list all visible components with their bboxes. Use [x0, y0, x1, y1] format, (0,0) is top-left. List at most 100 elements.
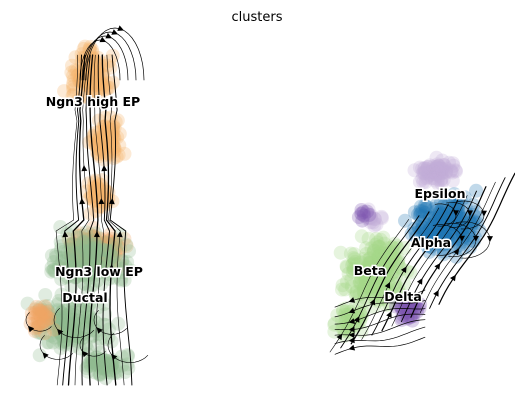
- cell-point: [56, 310, 71, 325]
- cell-point: [46, 335, 60, 350]
- cell-point: [418, 199, 433, 214]
- cell-point: [72, 226, 87, 241]
- cell-point: [350, 257, 365, 272]
- cell-point: [115, 253, 130, 268]
- cell-point: [369, 217, 384, 232]
- cell-point: [421, 166, 436, 181]
- cell-point: [335, 321, 350, 336]
- cell-point: [446, 215, 461, 230]
- cell-point: [405, 313, 420, 328]
- cell-point: [348, 286, 363, 300]
- cell-point: [89, 66, 104, 81]
- cell-point: [420, 200, 435, 214]
- cell-point: [352, 287, 367, 302]
- cell-point: [35, 326, 50, 341]
- streamline-arrowhead: [86, 264, 93, 271]
- cell-point: [412, 160, 427, 175]
- cell-point: [389, 269, 404, 283]
- cell-point: [446, 158, 461, 173]
- cell-point: [43, 328, 58, 343]
- cell-point: [418, 164, 433, 178]
- cell-point: [364, 279, 379, 294]
- cell-point: [46, 255, 61, 269]
- cell-point: [428, 213, 443, 228]
- cell-point: [106, 126, 120, 141]
- cell-point: [60, 269, 75, 284]
- cell-point: [416, 175, 431, 190]
- cell-point: [32, 302, 47, 317]
- cell-point: [412, 174, 427, 189]
- streamline-arrowhead: [487, 236, 493, 243]
- cell-point: [76, 299, 91, 314]
- cell-point: [68, 50, 83, 65]
- cell-point: [426, 164, 441, 179]
- cell-point: [34, 318, 48, 333]
- cell-point: [95, 355, 110, 370]
- cell-point: [46, 263, 61, 278]
- cell-point: [370, 283, 385, 297]
- cell-point: [432, 168, 447, 183]
- streamline-arrowhead: [96, 327, 103, 334]
- cell-point: [371, 256, 385, 271]
- cell-point: [86, 59, 101, 74]
- cell-point: [82, 267, 97, 282]
- cell-point: [363, 210, 378, 225]
- cell-point: [68, 270, 83, 285]
- streamline-arrowhead: [111, 29, 118, 35]
- cell-point: [122, 244, 136, 259]
- cell-point: [436, 244, 451, 259]
- cell-point: [335, 282, 349, 297]
- cell-point: [367, 218, 382, 233]
- cell-point: [100, 363, 115, 378]
- cell-point: [103, 227, 117, 242]
- cell-point: [84, 229, 99, 244]
- streamline-arrowhead: [450, 274, 456, 282]
- cell-point: [106, 120, 120, 135]
- cell-point: [433, 218, 448, 233]
- cell-point: [66, 236, 81, 251]
- cell-point: [445, 165, 460, 180]
- cell-point: [56, 314, 71, 329]
- cell-point: [438, 164, 453, 179]
- cell-point: [437, 158, 452, 173]
- cell-point: [106, 249, 121, 264]
- cell-point: [54, 313, 69, 328]
- cell-point: [104, 254, 119, 269]
- cell-point: [96, 355, 110, 370]
- cell-point: [78, 316, 93, 331]
- cell-point: [59, 251, 74, 266]
- cell-point: [449, 217, 464, 232]
- cell-point: [367, 211, 382, 226]
- streamline-arrowhead: [386, 311, 392, 318]
- cell-point: [106, 123, 121, 137]
- cell-point: [99, 184, 114, 199]
- cell-point: [70, 262, 85, 277]
- cell-point: [356, 252, 371, 266]
- cell-point: [65, 77, 80, 92]
- streamline-arrowhead: [384, 282, 391, 289]
- cell-point: [30, 316, 45, 331]
- velocity-streamline: [83, 31, 137, 81]
- cell-point: [76, 234, 91, 249]
- cell-point: [75, 251, 89, 266]
- cell-point: [429, 197, 444, 212]
- cell-point: [436, 199, 451, 214]
- streamline-arrowhead: [433, 290, 439, 297]
- cell-point: [419, 227, 434, 242]
- cell-point: [54, 272, 69, 287]
- cell-point: [55, 316, 70, 330]
- cell-point: [359, 247, 374, 261]
- cell-point: [90, 357, 105, 372]
- cell-point: [24, 306, 39, 321]
- cell-point: [418, 202, 433, 217]
- cell-point: [63, 307, 78, 322]
- cell-point: [89, 258, 104, 273]
- cell-point: [344, 279, 359, 294]
- cell-point: [34, 304, 49, 319]
- cell-point: [80, 232, 95, 247]
- cell-point: [41, 304, 55, 319]
- cluster-label-delta: Delta: [384, 289, 422, 304]
- cell-point: [360, 263, 375, 277]
- cell-point: [20, 296, 35, 311]
